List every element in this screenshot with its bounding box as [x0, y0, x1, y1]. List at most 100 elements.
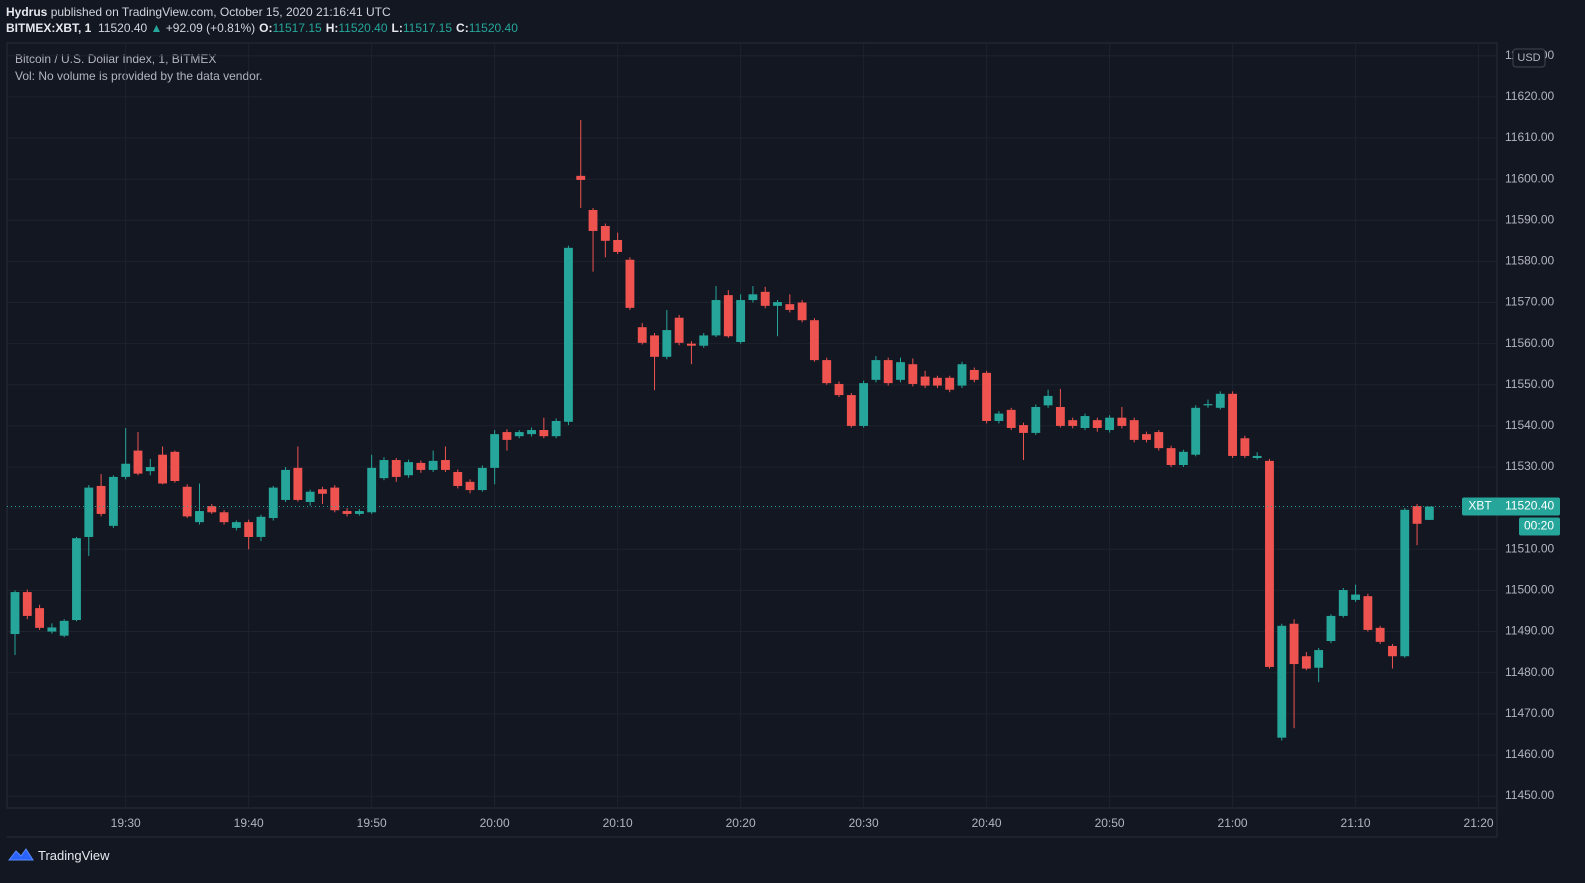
candle-body [637, 327, 647, 343]
x-tick-label: 21:20 [1464, 816, 1494, 830]
x-tick-label: 20:20 [726, 816, 756, 830]
candle-body [527, 430, 536, 435]
last: 11520.40 [98, 21, 148, 35]
author: Hydrus [6, 5, 48, 19]
candle-body [1203, 404, 1213, 406]
candle-body [1326, 615, 1336, 642]
candle-body [379, 460, 389, 479]
candle-body [1252, 455, 1262, 458]
chart-title: Bitcoin / U.S. Dollar Index, 1, BITMEX [15, 52, 216, 66]
candle-body [785, 304, 795, 310]
ohlc-value: 11520.40 [338, 21, 388, 35]
candle-body [1055, 406, 1065, 426]
ohlc-label: O: [259, 21, 273, 35]
candle-body [477, 467, 487, 491]
currency-box [1512, 48, 1546, 68]
candle-body [859, 383, 869, 426]
publish-line: Hydrus published on TradingView.com, Oct… [6, 4, 518, 20]
y-tick-label: 11480.00 [1505, 665, 1554, 679]
y-tick-label: 11460.00 [1505, 747, 1554, 761]
x-tick-label: 19:40 [234, 816, 264, 830]
candle-body [281, 469, 290, 500]
x-tick-label: 20:50 [1095, 816, 1125, 830]
candle-body [195, 511, 204, 523]
candle-body [1289, 623, 1299, 665]
arrow: ▲ [150, 21, 163, 35]
candle-body [1277, 625, 1287, 738]
candle-body [441, 460, 450, 470]
candle-body [1080, 416, 1090, 428]
candle-body [920, 376, 930, 386]
candle-body [1019, 425, 1028, 433]
candle-body [158, 454, 168, 484]
ohlc-value: 11520.40 [468, 21, 518, 35]
candle-body [908, 364, 918, 384]
candle-body [982, 372, 992, 421]
candle-body [883, 360, 893, 384]
candle-body [170, 451, 180, 482]
chart-subtitle: Vol: No volume is provided by the data v… [15, 69, 262, 83]
candle-body [182, 486, 192, 517]
candle-body [1105, 417, 1115, 431]
candle-body [256, 516, 266, 537]
y-tick-label: 11580.00 [1505, 254, 1554, 268]
candle-body [318, 489, 327, 494]
candle-body [1031, 406, 1041, 433]
y-tick-label: 11560.00 [1505, 336, 1554, 350]
candle-body [1006, 409, 1016, 428]
candle-body [465, 481, 475, 491]
header: Hydrus published on TradingView.com, Oct… [6, 4, 518, 36]
y-tick-label: 11570.00 [1505, 295, 1554, 309]
x-tick-label: 19:30 [111, 816, 141, 830]
y-tick-label: 11530.00 [1505, 459, 1554, 473]
candle-body [1363, 596, 1373, 630]
candle-body [576, 175, 586, 180]
candle-body [699, 335, 709, 346]
candle-body [404, 462, 413, 476]
candle-body [96, 485, 106, 514]
candle-body [1375, 627, 1385, 642]
ohlc-value: 11517.15 [402, 21, 453, 35]
candle-body [723, 295, 733, 337]
candle-body [822, 360, 832, 384]
candle-body [674, 317, 684, 343]
candle-body [416, 462, 426, 470]
candle-body [244, 522, 254, 537]
x-tick-label: 19:50 [357, 816, 387, 830]
candle-body [1265, 460, 1274, 667]
countdown-box [1519, 517, 1560, 536]
x-tick-label: 20:30 [849, 816, 879, 830]
candle-body [871, 360, 881, 380]
candle-body [600, 226, 610, 241]
candle-body [391, 460, 401, 477]
candle-body [367, 467, 377, 513]
candle-body [35, 608, 45, 628]
candle-body [588, 209, 598, 231]
candle-body [428, 460, 438, 470]
change: +92.09 (+0.81%) [165, 21, 256, 35]
candle-body [293, 467, 303, 500]
candle-body [1412, 506, 1422, 524]
candle-body [490, 434, 500, 468]
candle-body [1424, 506, 1434, 520]
x-tick-label: 20:40 [972, 816, 1002, 830]
candle-body [1240, 438, 1250, 456]
candle-body [268, 487, 278, 519]
candle-body [564, 247, 573, 422]
candle-body [1215, 393, 1225, 408]
y-tick-label: 11610.00 [1505, 130, 1554, 144]
published: published on TradingView.com, October 15… [50, 5, 391, 19]
candle-body [22, 592, 32, 616]
candle-body [896, 362, 905, 380]
x-tick-label: 21:00 [1218, 816, 1248, 830]
candle-body [1301, 656, 1311, 669]
candle-body [687, 343, 696, 346]
candle-body [207, 506, 217, 513]
candle-body [47, 627, 57, 632]
candle-body [957, 364, 967, 386]
candle-body [1351, 594, 1360, 600]
candle-body [760, 291, 770, 306]
logo [8, 848, 34, 861]
candle-body [502, 432, 512, 440]
candle-body [72, 538, 81, 621]
